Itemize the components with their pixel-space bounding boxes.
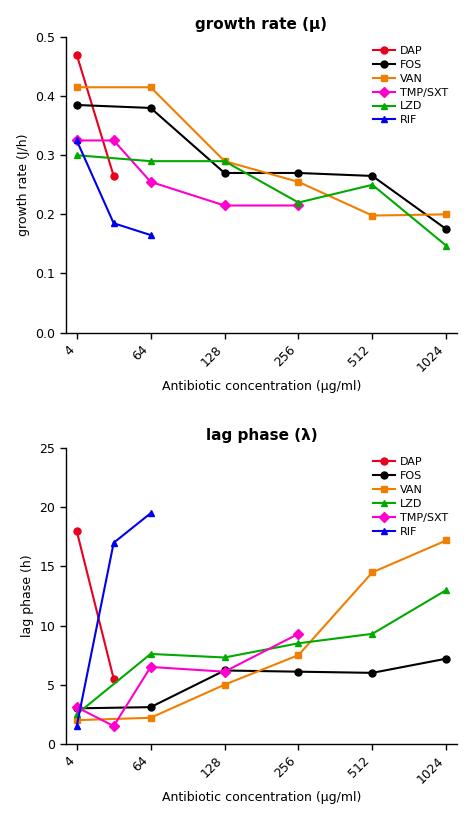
- TMP/SXT: [111, 135, 117, 145]
- Line: RIF: RIF: [73, 137, 154, 239]
- TMP/SXT: [148, 177, 154, 186]
- TMP/SXT: [74, 135, 80, 145]
- Legend: DAP, FOS, VAN, TMP/SXT, LZD, RIF: DAP, FOS, VAN, TMP/SXT, LZD, RIF: [369, 43, 452, 129]
- VAN: [74, 715, 80, 725]
- VAN: [370, 567, 375, 577]
- LZD: [148, 156, 154, 166]
- Title: lag phase (λ): lag phase (λ): [206, 428, 317, 443]
- Line: TMP/SXT: TMP/SXT: [73, 631, 302, 730]
- Line: RIF: RIF: [73, 510, 154, 730]
- FOS: [222, 168, 228, 178]
- FOS: [296, 168, 301, 178]
- FOS: [443, 654, 449, 663]
- DAP: [111, 674, 117, 684]
- Legend: DAP, FOS, VAN, LZD, TMP/SXT, RIF: DAP, FOS, VAN, LZD, TMP/SXT, RIF: [369, 454, 452, 540]
- LZD: [296, 198, 301, 208]
- LZD: [74, 709, 80, 719]
- RIF: [148, 230, 154, 240]
- FOS: [148, 103, 154, 112]
- TMP/SXT: [74, 702, 80, 712]
- TMP/SXT: [111, 721, 117, 731]
- VAN: [148, 713, 154, 722]
- Y-axis label: growth rate (J/h): growth rate (J/h): [17, 134, 30, 236]
- LZD: [370, 180, 375, 190]
- RIF: [111, 538, 117, 548]
- X-axis label: Antibiotic concentration (μg/ml): Antibiotic concentration (μg/ml): [162, 380, 361, 393]
- LZD: [148, 649, 154, 659]
- Y-axis label: lag phase (h): lag phase (h): [21, 555, 34, 637]
- VAN: [443, 209, 449, 219]
- TMP/SXT: [296, 629, 301, 639]
- VAN: [296, 177, 301, 186]
- VAN: [74, 82, 80, 92]
- DAP: [74, 50, 80, 60]
- VAN: [148, 82, 154, 92]
- TMP/SXT: [296, 200, 301, 210]
- FOS: [74, 100, 80, 110]
- VAN: [443, 535, 449, 545]
- DAP: [111, 171, 117, 181]
- Line: FOS: FOS: [73, 655, 450, 712]
- FOS: [148, 702, 154, 712]
- X-axis label: Antibiotic concentration (μg/ml): Antibiotic concentration (μg/ml): [162, 791, 361, 805]
- TMP/SXT: [148, 662, 154, 672]
- LZD: [370, 629, 375, 639]
- TMP/SXT: [222, 667, 228, 677]
- RIF: [148, 508, 154, 518]
- LZD: [222, 156, 228, 166]
- FOS: [296, 667, 301, 677]
- FOS: [74, 704, 80, 713]
- Line: LZD: LZD: [73, 587, 450, 718]
- LZD: [443, 241, 449, 250]
- LZD: [443, 585, 449, 595]
- RIF: [74, 135, 80, 145]
- FOS: [370, 171, 375, 181]
- RIF: [74, 721, 80, 731]
- LZD: [296, 639, 301, 649]
- Line: TMP/SXT: TMP/SXT: [73, 137, 302, 209]
- DAP: [74, 526, 80, 536]
- Line: DAP: DAP: [73, 528, 117, 682]
- VAN: [370, 211, 375, 221]
- RIF: [111, 218, 117, 228]
- LZD: [222, 653, 228, 663]
- VAN: [296, 650, 301, 660]
- FOS: [370, 668, 375, 678]
- Title: growth rate (μ): growth rate (μ): [195, 16, 328, 32]
- Line: VAN: VAN: [73, 84, 450, 219]
- TMP/SXT: [222, 200, 228, 210]
- Line: LZD: LZD: [73, 152, 450, 250]
- VAN: [222, 156, 228, 166]
- Line: VAN: VAN: [73, 537, 450, 723]
- Line: FOS: FOS: [73, 102, 450, 232]
- LZD: [74, 150, 80, 160]
- VAN: [222, 680, 228, 690]
- FOS: [443, 224, 449, 234]
- FOS: [222, 666, 228, 676]
- Line: DAP: DAP: [73, 51, 117, 180]
